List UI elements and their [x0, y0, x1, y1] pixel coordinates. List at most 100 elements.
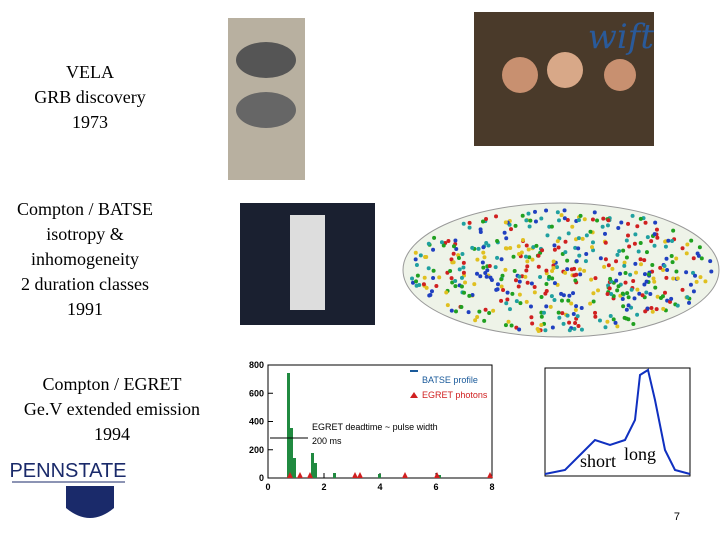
dot: [410, 276, 415, 281]
dot: [516, 284, 521, 289]
dot: [484, 241, 489, 246]
dot: [643, 220, 648, 225]
dot: [431, 247, 436, 252]
dot: [662, 290, 667, 295]
dot: [544, 304, 549, 309]
dot: [552, 281, 557, 286]
dot: [566, 298, 571, 303]
dot: [685, 295, 690, 300]
dot: [552, 247, 557, 252]
dot: [557, 218, 562, 223]
dot: [539, 314, 544, 319]
dot: [575, 314, 580, 319]
plot-frame: [544, 367, 691, 477]
dot: [590, 245, 595, 250]
dot: [477, 309, 482, 314]
dot: [507, 307, 512, 312]
dot: [584, 233, 589, 238]
dot: [633, 261, 638, 266]
person: [604, 59, 636, 91]
dot: [578, 213, 583, 218]
dot: [446, 239, 451, 244]
grb-dots: [410, 208, 714, 333]
dot: [559, 298, 564, 303]
dot: [453, 284, 458, 289]
dot: [450, 280, 455, 285]
dot: [589, 277, 594, 282]
label: short: [580, 451, 616, 471]
legend-entry: BATSE profile: [422, 375, 478, 385]
dot: [495, 255, 500, 260]
dot: [653, 220, 658, 225]
dot: [451, 244, 456, 249]
dot: [595, 218, 600, 223]
dot: [562, 208, 567, 213]
y-tick-label: 800: [249, 360, 264, 370]
dot: [481, 245, 486, 250]
dot: [561, 321, 566, 326]
dot: [626, 221, 631, 226]
dot: [530, 321, 535, 326]
dot: [511, 254, 516, 259]
dot: [664, 275, 669, 280]
dot: [626, 303, 631, 308]
caption-line: GRB discovery: [34, 87, 146, 107]
dot: [689, 238, 694, 243]
dot: [528, 218, 533, 223]
dot: [588, 301, 593, 306]
dot: [536, 264, 541, 269]
legend-swatch: [410, 392, 418, 398]
dot: [627, 244, 632, 249]
dot: [533, 209, 538, 214]
dot: [649, 305, 654, 310]
dot: [573, 307, 578, 312]
dot: [460, 251, 465, 256]
dot: [530, 257, 535, 262]
dot: [591, 291, 596, 296]
dot: [503, 323, 508, 328]
dot: [638, 216, 643, 221]
dot: [644, 250, 649, 255]
dot: [532, 290, 537, 295]
dot: [505, 297, 510, 302]
dot: [555, 210, 560, 215]
dot: [520, 213, 525, 218]
dot: [518, 301, 523, 306]
dot: [576, 218, 581, 223]
dot: [602, 264, 607, 269]
dot: [562, 216, 567, 221]
dot: [649, 239, 654, 244]
dot: [675, 276, 680, 281]
dot: [622, 260, 627, 265]
dot: [652, 232, 657, 237]
dot: [514, 299, 519, 304]
photon: [307, 472, 313, 478]
caption-line: isotropy &: [46, 224, 124, 244]
dot: [624, 307, 629, 312]
dot: [685, 242, 690, 247]
dot: [556, 310, 561, 315]
dot: [453, 279, 458, 284]
dot: [475, 271, 480, 276]
dot: [684, 251, 689, 256]
dot: [674, 256, 679, 261]
caption-line: 1994: [94, 424, 130, 444]
dot: [636, 249, 641, 254]
dot: [503, 267, 508, 272]
dot: [591, 248, 596, 253]
dot: [644, 290, 649, 295]
dot: [592, 210, 597, 215]
dot: [593, 276, 598, 281]
dot: [606, 218, 611, 223]
dot: [434, 284, 439, 289]
dot: [703, 279, 708, 284]
dot: [461, 265, 466, 270]
dot: [551, 266, 556, 271]
dot: [622, 263, 627, 268]
dot: [629, 287, 634, 292]
dot: [613, 320, 618, 325]
dot: [640, 293, 645, 298]
dot: [691, 256, 696, 261]
dot: [569, 301, 574, 306]
dot: [642, 272, 647, 277]
